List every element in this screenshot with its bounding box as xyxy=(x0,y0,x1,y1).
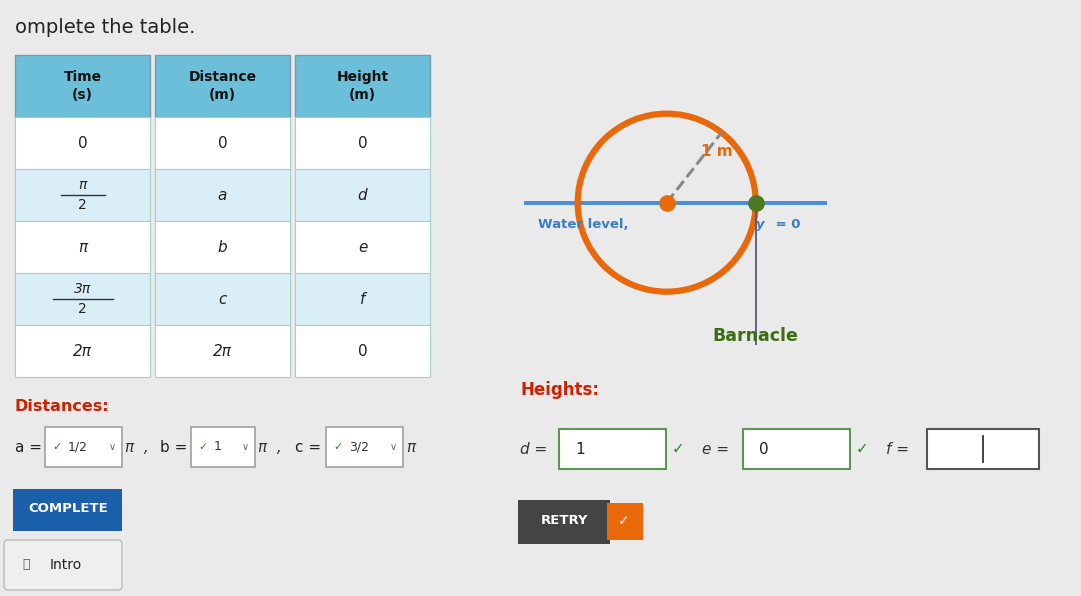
FancyBboxPatch shape xyxy=(15,169,150,221)
Text: b: b xyxy=(217,240,227,254)
Text: 1: 1 xyxy=(214,440,222,454)
FancyBboxPatch shape xyxy=(13,489,122,531)
FancyBboxPatch shape xyxy=(155,273,290,325)
Text: 2π: 2π xyxy=(213,343,232,359)
Text: c =: c = xyxy=(295,439,321,455)
Text: 2π: 2π xyxy=(74,343,92,359)
Text: 3π: 3π xyxy=(74,282,91,296)
FancyBboxPatch shape xyxy=(559,429,666,469)
Text: RETRY: RETRY xyxy=(540,514,588,527)
FancyBboxPatch shape xyxy=(295,117,430,169)
Text: = 0: = 0 xyxy=(771,218,800,231)
Text: π  ,: π , xyxy=(258,439,282,455)
Text: 0: 0 xyxy=(78,135,88,151)
Text: d =: d = xyxy=(520,442,547,457)
FancyBboxPatch shape xyxy=(155,221,290,273)
Text: 0: 0 xyxy=(358,343,368,359)
Text: 2: 2 xyxy=(78,198,86,212)
FancyBboxPatch shape xyxy=(15,273,150,325)
Text: 1: 1 xyxy=(575,442,585,457)
Text: Barnacle: Barnacle xyxy=(712,327,799,345)
FancyBboxPatch shape xyxy=(295,169,430,221)
FancyBboxPatch shape xyxy=(191,427,255,467)
FancyBboxPatch shape xyxy=(45,427,122,467)
Text: 3/2: 3/2 xyxy=(349,440,369,454)
Text: a: a xyxy=(217,188,227,203)
Text: Intro: Intro xyxy=(50,558,82,572)
Text: ✓: ✓ xyxy=(856,442,869,457)
Text: ✓: ✓ xyxy=(198,442,208,452)
FancyBboxPatch shape xyxy=(15,55,150,117)
Text: 🔊: 🔊 xyxy=(22,558,29,572)
Text: 0: 0 xyxy=(217,135,227,151)
Text: b =: b = xyxy=(160,439,187,455)
Text: 1/2: 1/2 xyxy=(68,440,88,454)
FancyBboxPatch shape xyxy=(927,429,1039,469)
Text: e: e xyxy=(358,240,368,254)
Text: π: π xyxy=(78,178,86,192)
Text: ✓: ✓ xyxy=(672,442,684,457)
Text: ∨: ∨ xyxy=(242,442,249,452)
Text: ✓: ✓ xyxy=(618,514,630,528)
FancyBboxPatch shape xyxy=(15,221,150,273)
Text: f: f xyxy=(360,291,365,306)
Text: ✓: ✓ xyxy=(333,442,343,452)
Text: Distance
(m): Distance (m) xyxy=(188,70,256,102)
FancyBboxPatch shape xyxy=(155,169,290,221)
Text: Distances:: Distances: xyxy=(15,399,109,414)
FancyBboxPatch shape xyxy=(295,273,430,325)
Text: y: y xyxy=(756,218,764,231)
FancyBboxPatch shape xyxy=(518,500,610,544)
Text: 0: 0 xyxy=(759,442,769,457)
Text: Time
(s): Time (s) xyxy=(64,70,102,102)
Text: omplete the table.: omplete the table. xyxy=(15,18,196,37)
Text: a =: a = xyxy=(15,439,42,455)
Text: c: c xyxy=(218,291,227,306)
Text: f =: f = xyxy=(886,442,909,457)
Text: ∨: ∨ xyxy=(390,442,397,452)
Text: ✓: ✓ xyxy=(52,442,62,452)
FancyBboxPatch shape xyxy=(295,221,430,273)
Text: Heights:: Heights: xyxy=(520,381,599,399)
Text: π  ,: π , xyxy=(125,439,149,455)
FancyBboxPatch shape xyxy=(743,429,850,469)
Text: d: d xyxy=(358,188,368,203)
FancyBboxPatch shape xyxy=(4,540,122,590)
Text: e =: e = xyxy=(702,442,729,457)
FancyBboxPatch shape xyxy=(15,117,150,169)
FancyBboxPatch shape xyxy=(326,427,403,467)
FancyBboxPatch shape xyxy=(295,55,430,117)
Text: π: π xyxy=(78,240,88,254)
FancyBboxPatch shape xyxy=(155,117,290,169)
FancyBboxPatch shape xyxy=(155,325,290,377)
Text: Height
(m): Height (m) xyxy=(336,70,388,102)
FancyBboxPatch shape xyxy=(155,55,290,117)
FancyBboxPatch shape xyxy=(608,503,643,540)
Text: π: π xyxy=(406,439,415,455)
Text: ∨: ∨ xyxy=(109,442,116,452)
Text: COMPLETE: COMPLETE xyxy=(28,502,108,516)
Text: 2: 2 xyxy=(78,302,86,316)
Text: Water level,: Water level, xyxy=(537,218,638,231)
FancyBboxPatch shape xyxy=(15,325,150,377)
Text: 1 m: 1 m xyxy=(702,144,733,159)
Text: 0: 0 xyxy=(358,135,368,151)
FancyBboxPatch shape xyxy=(295,325,430,377)
